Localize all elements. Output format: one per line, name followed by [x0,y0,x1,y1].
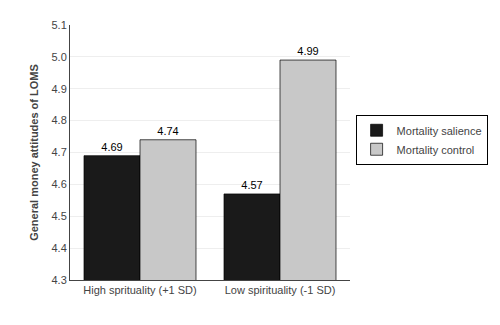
svg-text:Low spirituality (-1 SD): Low spirituality (-1 SD) [225,284,336,296]
svg-text:Mortality control: Mortality control [397,144,475,156]
svg-text:4.9: 4.9 [52,83,67,95]
svg-text:5.0: 5.0 [52,51,67,63]
svg-text:4.4: 4.4 [52,242,67,254]
svg-text:4.57: 4.57 [241,179,262,191]
svg-text:4.74: 4.74 [157,125,178,137]
svg-text:4.3: 4.3 [52,274,67,286]
svg-text:5.1: 5.1 [52,19,67,31]
svg-text:Mortality salience: Mortality salience [397,125,482,137]
svg-text:4.5: 4.5 [52,210,67,222]
svg-text:4.69: 4.69 [101,141,122,153]
svg-text:General money attitudes of LOM: General money attitudes of LOMS [28,64,40,241]
svg-text:4.8: 4.8 [52,114,67,126]
svg-text:4.99: 4.99 [297,45,318,57]
svg-text:High sprituality (+1 SD): High sprituality (+1 SD) [83,284,196,296]
svg-text:4.6: 4.6 [52,178,67,190]
svg-text:4.7: 4.7 [52,146,67,158]
